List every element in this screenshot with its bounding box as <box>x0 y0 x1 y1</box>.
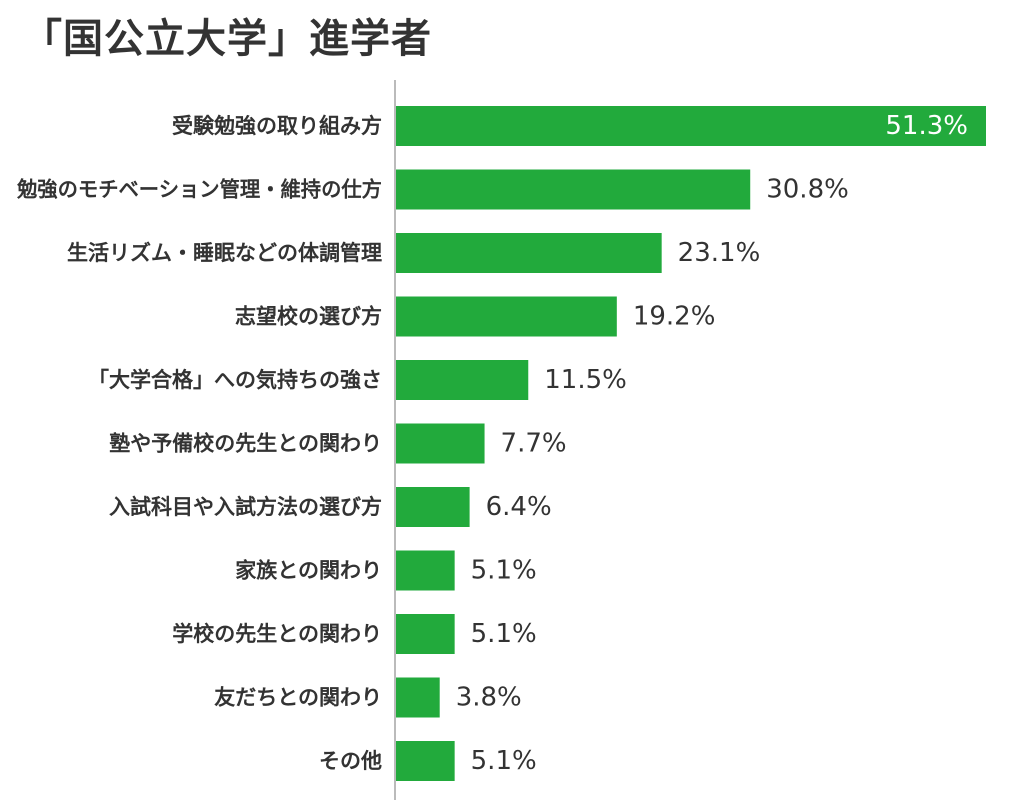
value-label-7: 6.4% <box>486 492 552 522</box>
value-label-3: 23.1% <box>678 238 761 268</box>
value-label-9: 5.1% <box>471 619 537 649</box>
bar-3 <box>396 233 662 273</box>
category-label-2: 勉強のモチベーション管理・維持の仕方 <box>16 178 382 202</box>
bar-7 <box>396 487 470 527</box>
chart-title: 「国公立大学」進学者 <box>22 16 432 62</box>
category-label-1: 受験勉強の取り組み方 <box>172 114 382 138</box>
bar-4 <box>396 296 617 337</box>
value-label-6: 7.7% <box>501 429 567 459</box>
category-label-8: 家族との関わり <box>235 559 382 583</box>
bar-11 <box>396 741 455 781</box>
value-label-1: 51.3% <box>885 111 968 141</box>
bar-1 <box>396 106 986 146</box>
category-label-7: 入試科目や入試方法の選び方 <box>109 495 382 519</box>
value-label-5: 11.5% <box>544 365 627 395</box>
bar-2 <box>396 169 751 210</box>
category-label-3: 生活リズム・睡眠などの体調管理 <box>67 241 382 265</box>
category-label-6: 塾や予備校の先生との関わり <box>109 432 382 456</box>
bar-9 <box>396 614 455 654</box>
category-label-9: 学校の先生との関わり <box>172 622 382 646</box>
bars-group: 受験勉強の取り組み方 51.3% 勉強のモチベーション管理・維持の仕方 30.8% 生活… <box>16 106 986 781</box>
category-label-11: その他 <box>319 749 382 773</box>
bar-5 <box>396 360 529 400</box>
value-label-10: 3.8% <box>456 683 522 713</box>
bar-8 <box>396 550 455 591</box>
category-label-4: 志望校の選び方 <box>235 305 382 329</box>
value-label-2: 30.8% <box>766 175 849 205</box>
bar-6 <box>396 423 485 464</box>
value-label-8: 5.1% <box>471 556 537 586</box>
category-label-5: 「大学合格」への気持ちの強さ <box>88 368 382 392</box>
bar-10 <box>396 677 440 718</box>
value-label-11: 5.1% <box>471 746 537 776</box>
category-label-10: 友だちとの関わり <box>214 686 382 710</box>
value-label-4: 19.2% <box>633 302 716 332</box>
